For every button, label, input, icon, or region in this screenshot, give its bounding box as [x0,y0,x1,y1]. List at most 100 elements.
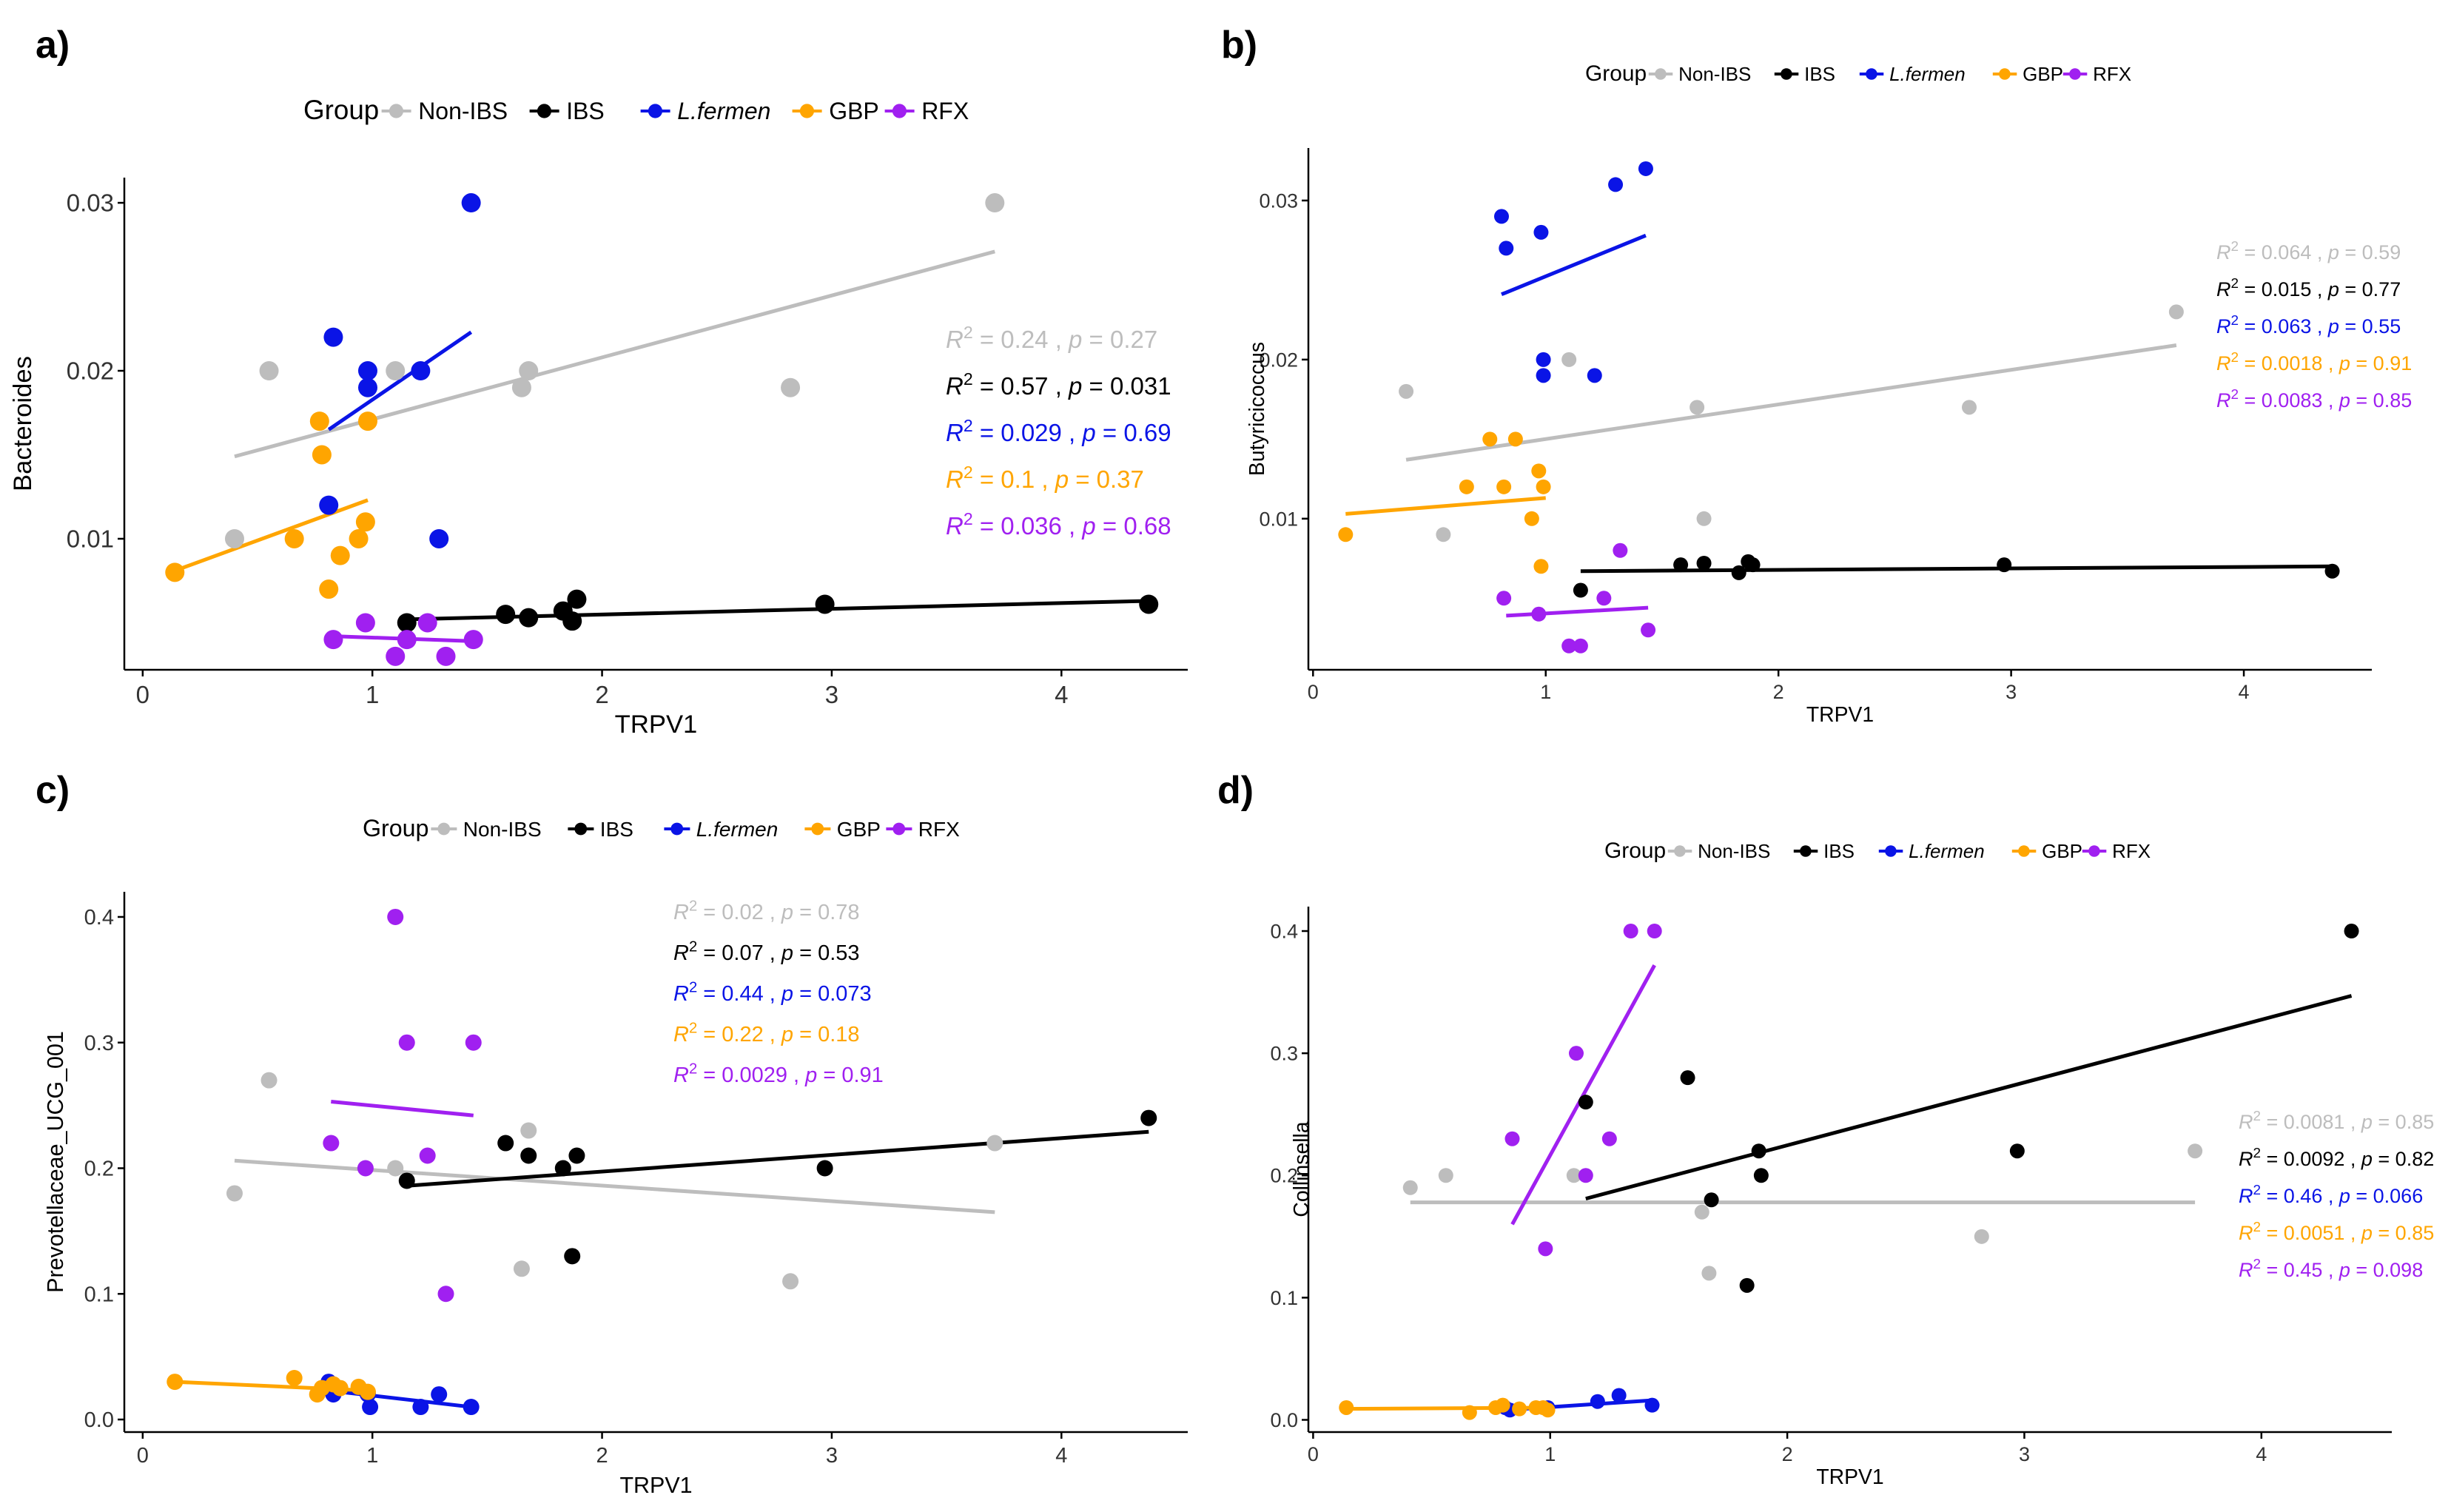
data-point-gbp [359,1383,376,1400]
data-point-lfermen [1587,368,1602,383]
data-point-ibs [1696,555,1712,571]
data-point-non-ibs [985,193,1005,213]
data-point-non-ibs [986,1135,1003,1152]
legend-swatch-dot [648,104,663,118]
data-point-lfermen [1611,1388,1627,1403]
data-point-rfx [397,630,417,650]
x-tick-label: 2 [595,681,608,708]
x-axis-label: TRPV1 [619,1473,692,1498]
fit-line-gbp [1345,496,1546,516]
data-point-ibs [1140,1109,1157,1126]
data-point-rfx [437,1286,454,1303]
stat-annotation: R2 = 0.44 , p = 0.073 [673,979,872,1006]
y-tick-label: 0.1 [1270,1287,1298,1309]
legend-item-label: Non-IBS [418,98,508,124]
fit-line-lfermen [1501,233,1647,297]
x-tick-label: 1 [366,1444,378,1468]
panel-label: a) [36,24,70,67]
legend-swatch-dot [574,822,588,836]
data-point-rfx [1573,638,1588,653]
y-axis-label: Butyricicoccus [1245,342,1269,476]
data-point-non-ibs [386,361,406,381]
stat-annotation: R2 = 0.0081 , p = 0.85 [2239,1109,2434,1133]
legend-swatch-dot [1999,68,2011,80]
data-point-gbp [1512,1401,1527,1417]
x-axis-label: TRPV1 [1816,1465,1883,1489]
x-tick-label: 0 [1308,1443,1319,1465]
data-point-gbp [355,512,375,532]
stat-annotation: R2 = 0.0083 , p = 0.85 [2216,387,2412,411]
legend-item-label: GBP [829,98,879,124]
data-point-lfermen [1499,241,1514,256]
data-point-non-ibs [1566,1168,1581,1183]
panel-label: b) [1221,24,1257,67]
data-point-lfermen [1638,161,1653,176]
data-point-ibs [1139,594,1159,614]
data-point-gbp [1540,1402,1556,1418]
x-tick-label: 4 [1055,1444,1067,1468]
x-tick-label: 3 [826,1444,838,1468]
legend-item-label: L.fermen [677,98,770,124]
y-tick-label: 0.2 [84,1157,114,1181]
data-point-non-ibs [781,377,801,397]
data-point-gbp [1507,431,1523,447]
legend-item-label: RFX [2112,840,2151,862]
fit-line-non-ibs [234,1158,995,1214]
data-point-non-ibs [1974,1229,1989,1244]
stat-annotation: R2 = 0.57 , p = 0.031 [946,369,1171,400]
data-point-lfermen [1536,368,1551,383]
legend-swatch-dot [1674,845,1686,857]
data-point-non-ibs [1962,400,1977,415]
legend-title: Group [303,95,379,125]
data-point-ibs [554,1160,571,1177]
legend-swatch-dot [670,822,684,836]
data-point-non-ibs [1402,1180,1418,1195]
data-point-lfermen [411,361,431,381]
legend-item-label: Non-IBS [1678,63,1751,85]
data-point-ibs [398,1172,415,1189]
data-point-gbp [309,411,329,431]
data-point-ibs [1704,1192,1719,1208]
data-point-lfermen [319,495,339,515]
legend-title: Group [363,815,428,841]
data-point-ibs [2009,1143,2025,1159]
data-point-ibs [1751,1143,1766,1159]
data-point-lfermen [461,193,481,213]
legend-item-label: RFX [918,818,960,841]
data-point-gbp [357,411,377,431]
data-point-gbp [1462,1405,1477,1420]
legend-item-label: Non-IBS [1698,840,1770,862]
data-point-lfermen [1493,209,1509,224]
data-point-lfermen [431,1386,448,1403]
data-point-ibs [497,1135,514,1152]
data-point-rfx [386,646,406,666]
data-point-gbp [284,528,304,548]
legend-swatch-dot [1800,845,1812,857]
legend-item-label: Non-IBS [463,818,542,841]
legend-item-label: IBS [1804,63,1835,85]
stat-annotation: R2 = 0.46 , p = 0.066 [2239,1183,2423,1207]
fit-line-ibs [406,599,1149,622]
data-point-non-ibs [520,1122,537,1139]
x-tick-label: 2 [596,1444,608,1468]
data-point-lfermen [1536,352,1551,367]
data-point-rfx [417,613,437,633]
fit-line-non-ibs [234,249,995,459]
data-point-lfermen [463,1399,480,1416]
stat-annotation: R2 = 0.036 , p = 0.68 [946,509,1171,540]
data-point-rfx [1596,591,1612,606]
x-tick-label: 4 [2256,1443,2267,1465]
data-point-non-ibs [782,1273,799,1290]
stat-annotation: R2 = 0.24 , p = 0.27 [946,323,1157,353]
data-point-ibs [1753,1168,1769,1183]
legend-item-label: RFX [921,98,969,124]
data-point-rfx [1561,638,1577,653]
data-point-rfx [1538,1241,1553,1257]
legend-swatch-dot [892,104,907,118]
y-tick-label: 0.4 [84,906,114,930]
data-point-non-ibs [226,1185,243,1202]
legend-swatch-dot [537,104,552,118]
data-point-rfx [1613,542,1628,558]
legend-swatch-dot [2088,845,2100,857]
stat-annotation: R2 = 0.064 , p = 0.59 [2216,239,2401,263]
